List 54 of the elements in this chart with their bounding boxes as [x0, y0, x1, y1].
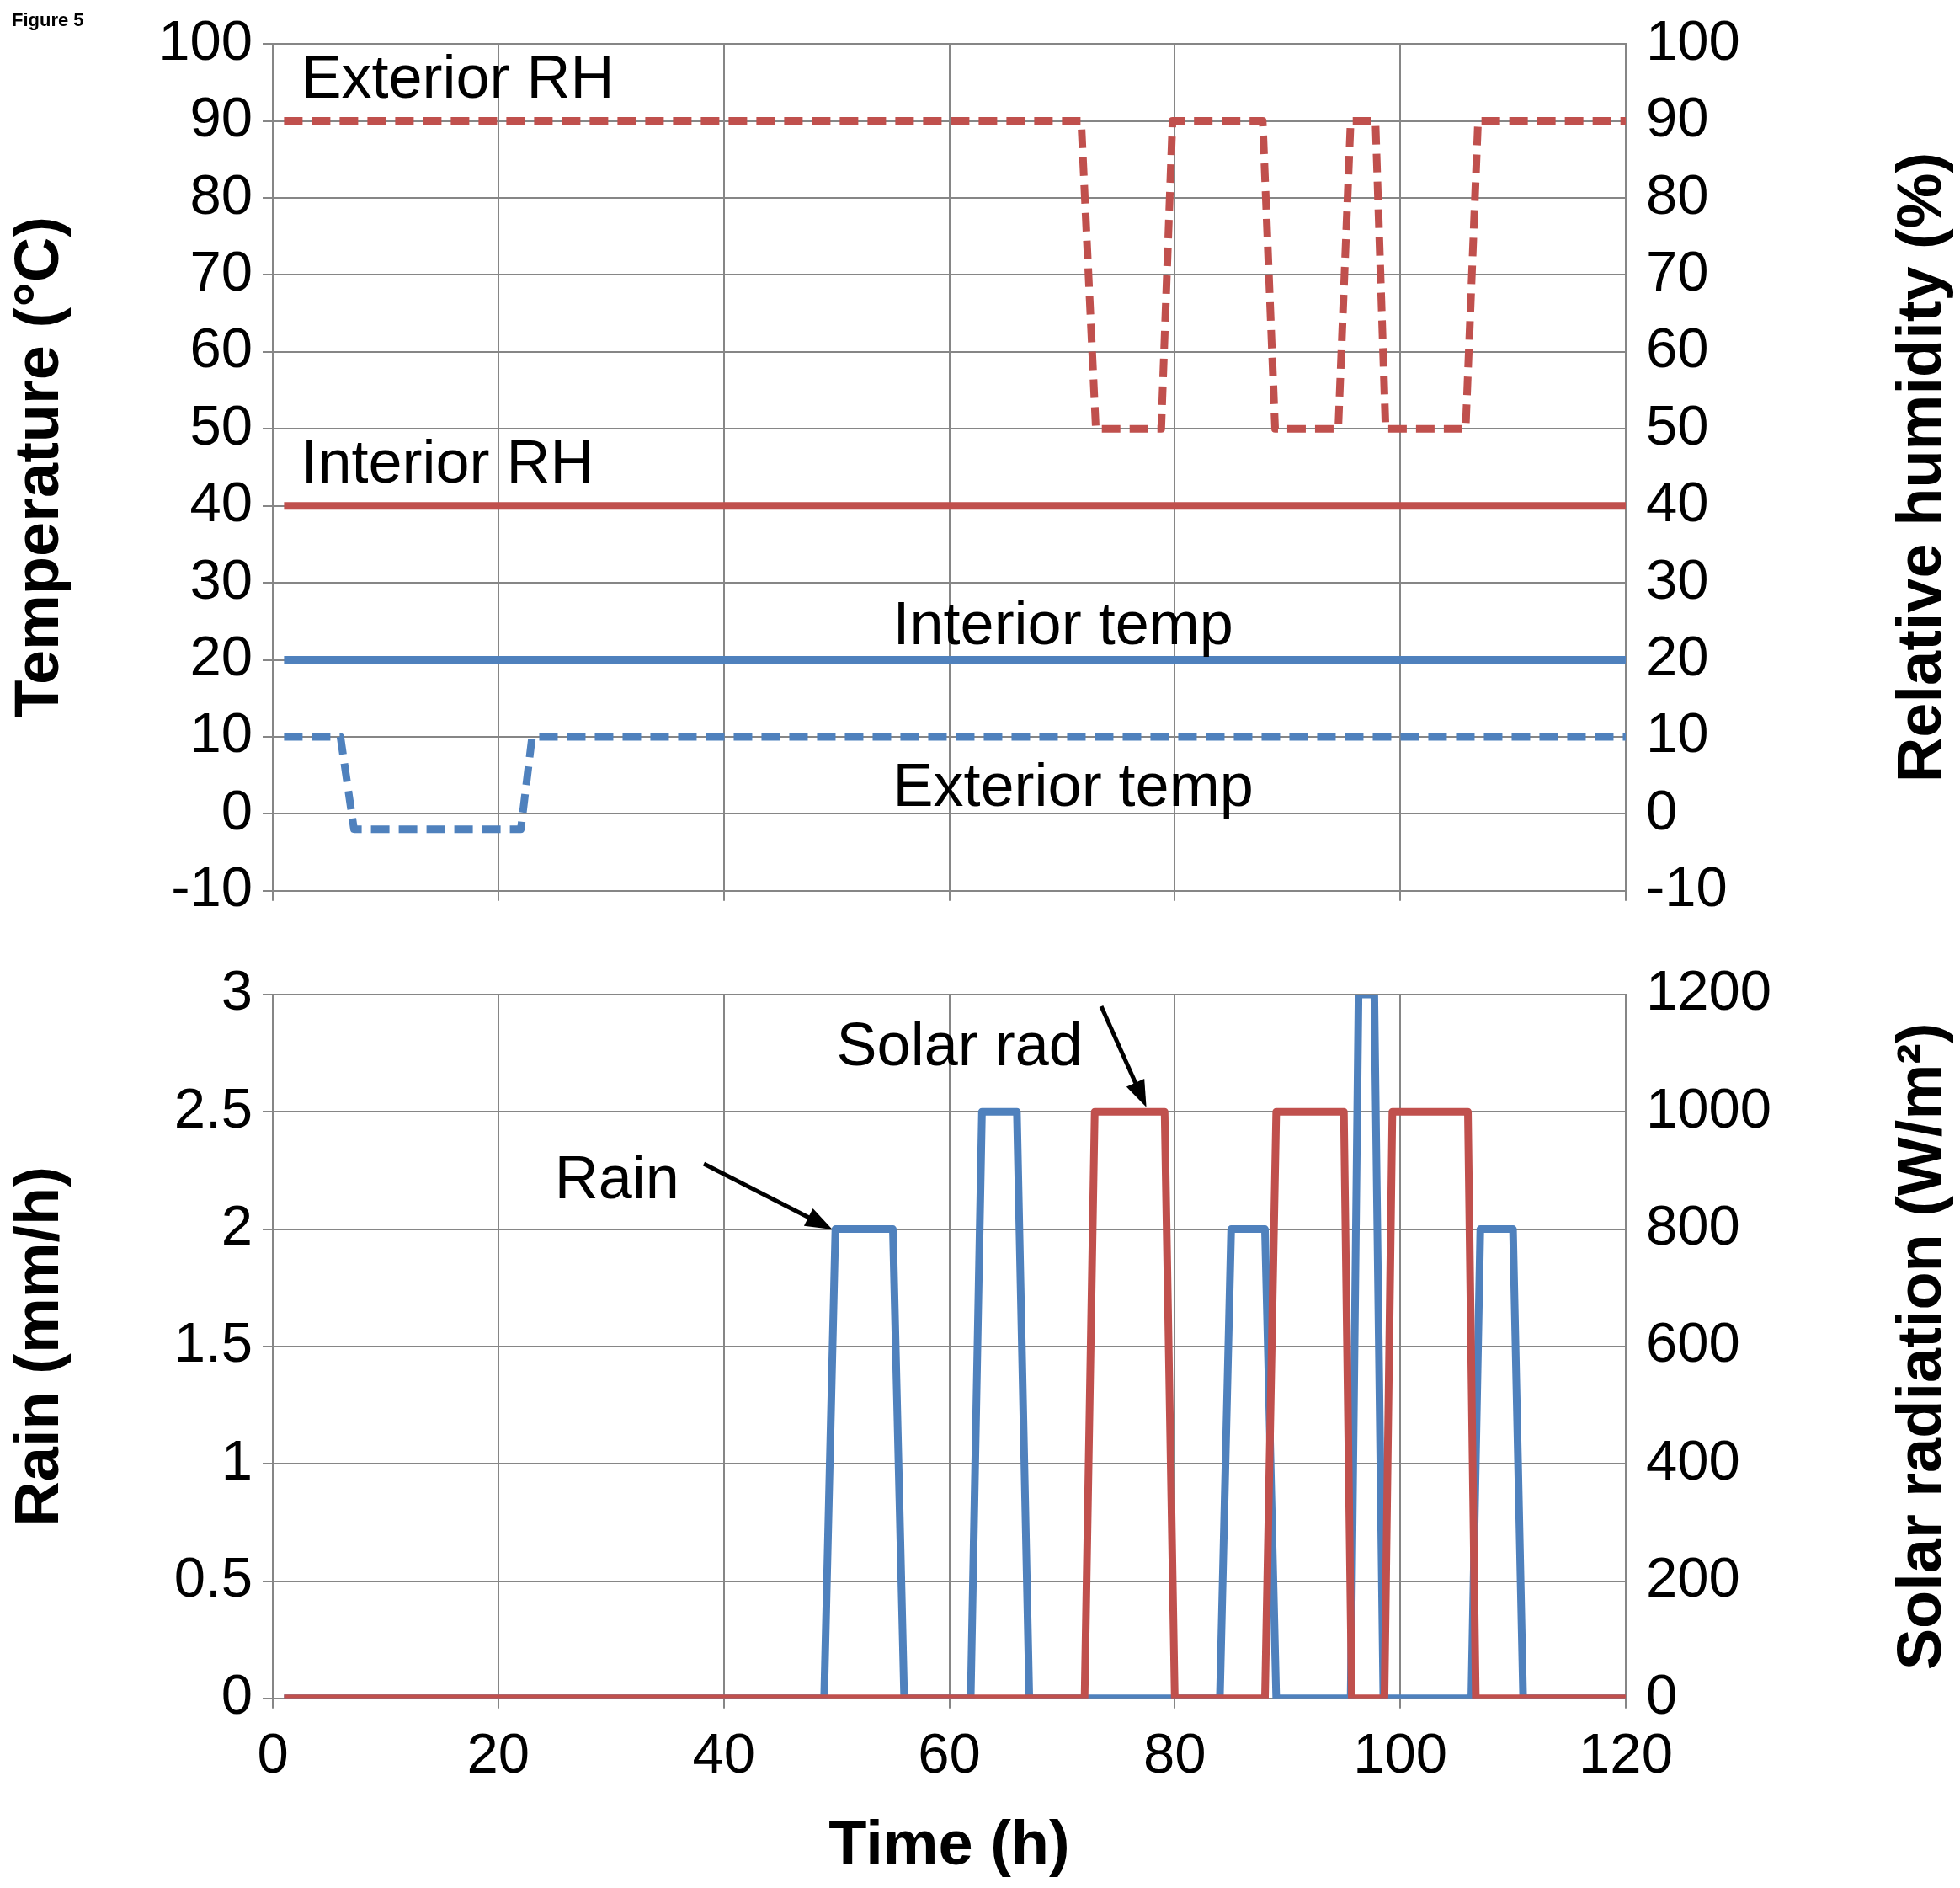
- y-tick-label: 80: [189, 162, 253, 226]
- y-tick-label: 10: [189, 701, 253, 765]
- y-tick-label: 70: [189, 238, 253, 302]
- y2-tick-label: 90: [1646, 85, 1709, 149]
- y-axis-title: Rain (mm/h): [1, 1166, 72, 1527]
- y2-tick-label: 30: [1646, 547, 1709, 611]
- y2-tick-label: 1200: [1646, 958, 1772, 1022]
- y-tick-label: 20: [189, 624, 253, 688]
- y-tick-label: 1: [221, 1427, 253, 1491]
- series-label: Exterior temp: [892, 751, 1254, 819]
- series-label: Solar rad: [836, 1010, 1083, 1078]
- y2-tick-label: -10: [1646, 855, 1728, 919]
- y2-tick-label: 60: [1646, 316, 1709, 380]
- x-axis-title: Time (h): [828, 1808, 1070, 1879]
- y-tick-label: 1.5: [173, 1310, 253, 1374]
- y-tick-label: -10: [171, 855, 253, 919]
- x-tick-label: 60: [918, 1721, 981, 1785]
- y2-tick-label: 80: [1646, 162, 1709, 226]
- y-tick-label: 0: [221, 777, 253, 841]
- y-tick-label: 90: [189, 85, 253, 149]
- text: Rain: [554, 1144, 679, 1212]
- y-tick-label: 0.5: [173, 1544, 253, 1608]
- y-axis-title: Temperature (°C): [1, 216, 72, 718]
- y2-axis-title: Relative humidity (%): [1884, 152, 1955, 783]
- y2-tick-label: 50: [1646, 392, 1709, 456]
- y2-tick-label: 200: [1646, 1544, 1740, 1608]
- y-tick-label: 50: [189, 392, 253, 456]
- y-tick-label: 0: [221, 1662, 253, 1726]
- y2-tick-label: 400: [1646, 1427, 1740, 1491]
- x-tick-label: 80: [1143, 1721, 1206, 1785]
- y-tick-label: 40: [189, 470, 253, 534]
- y2-tick-label: 100: [1646, 8, 1740, 72]
- y2-tick-label: 70: [1646, 238, 1709, 302]
- y-tick-label: 3: [221, 958, 253, 1022]
- x-tick-label: 40: [692, 1721, 755, 1785]
- y2-tick-label: 1000: [1646, 1075, 1772, 1139]
- caption: Figure 5: [12, 9, 84, 31]
- y2-tick-label: 40: [1646, 470, 1709, 534]
- y-tick-label: 2.5: [173, 1075, 253, 1139]
- series-label: Interior RH: [301, 428, 594, 496]
- series-label: Exterior RH: [301, 43, 615, 111]
- y2-axis-title: Solar radiation (W/m²): [1884, 1022, 1955, 1671]
- y-tick-label: 100: [158, 8, 253, 72]
- y-tick-label: 2: [221, 1193, 253, 1257]
- y2-tick-label: 800: [1646, 1193, 1740, 1257]
- y2-tick-label: 600: [1646, 1310, 1740, 1374]
- series-label: Interior temp: [892, 589, 1233, 658]
- y2-tick-label: 10: [1646, 701, 1709, 765]
- y-tick-label: 60: [189, 316, 253, 380]
- y-tick-label: 30: [189, 547, 253, 611]
- x-tick-label: 100: [1353, 1721, 1448, 1785]
- y2-tick-label: 20: [1646, 624, 1709, 688]
- y2-tick-label: 0: [1646, 777, 1678, 841]
- x-tick-label: 20: [466, 1721, 530, 1785]
